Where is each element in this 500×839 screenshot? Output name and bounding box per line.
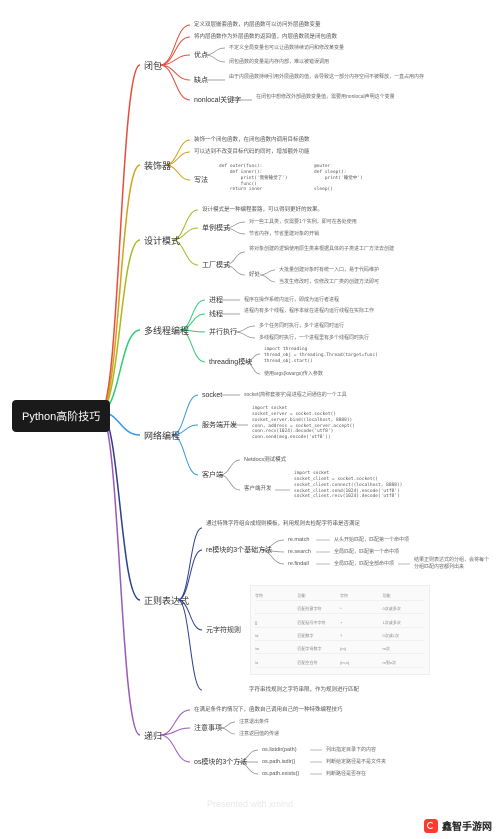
regex-table: 字符功能字符功能.匹配任意字符*0次或多次[]匹配括号中字符+1次或多次\d匹配… (250, 585, 430, 675)
design-singleton: 单例模式 (198, 223, 234, 235)
dec-syntax: 写法 (190, 175, 212, 187)
dec-code-right: @outer def sleep(): print('睡觉中') sleep() (310, 163, 367, 194)
closures-nonlocal1: 在闭包中想修改外部函数变量值，需要用nonlocal声明这个变量 (252, 93, 432, 102)
rec-n2: 注意返回值的传递 (235, 730, 283, 739)
th-code: import threading thread_obj = threading.… (260, 346, 382, 366)
th-t1: 进程内有多个线程，程序本就在进程内运行线程在实际工作 (240, 307, 440, 316)
rec-os: os模块的3个方法 (190, 757, 251, 769)
l1-recursion: 递归 (140, 729, 166, 744)
closures-adv1: 不定义全局变量也可以让函数持续访问和修改某变量 (225, 44, 348, 53)
net-socket: socket (198, 390, 226, 402)
l1-decorators: 装饰器 (140, 159, 175, 174)
th-module: threading模块 (205, 357, 256, 369)
closures-adv2: 闭包函数的变量是内存内部，难以被错误调用 (225, 58, 333, 67)
rec-o1d: 列出指定目录下的内容 (322, 746, 380, 755)
th-m1: 使用args(kwargs)传入参数 (260, 370, 327, 379)
regex-m3: re.findall (284, 560, 313, 570)
rec-o2: os.path.isdir() (258, 758, 299, 768)
regex-m2: re.search (284, 548, 315, 558)
design-f1: 将对象创建的逻辑使用原生类来根据具体的子类进工厂方法去创建 (245, 245, 445, 254)
brand-icon (424, 819, 438, 833)
net-client-method: Netdocs测试模式 (240, 456, 290, 466)
l1-regex: 正则表达式 (140, 594, 193, 609)
regex-m1: re.match (284, 536, 313, 546)
closures-nonlocal: nonlocal关键字 (190, 95, 245, 107)
rec-o2d: 判断给定路径是不是文件夹 (322, 758, 390, 767)
dec-d1: 装饰一个闭包函数，在闭包函数内调用目标函数 (190, 136, 314, 146)
regex-m1d: 从头开始匹配，匹配第一个命中项 (330, 536, 413, 545)
dec-code-left: def outer(func): def inner(): print('我要睡… (215, 163, 292, 194)
th-process: 进程 (205, 295, 227, 307)
closures-dis1: 由于内层函数持续引用外层函数的值，会导致这一部分内存空间不被释放，一直占用内存 (225, 73, 465, 82)
design-s2: 节省内存，节省重建对象的开销 (245, 230, 323, 239)
rec-o3d: 判断路径是否存在 (322, 770, 370, 779)
closures-adv: 优点 (190, 50, 212, 62)
closures-dis: 缺点 (190, 75, 212, 87)
rec-o3: os.path.exists() (258, 770, 303, 780)
site-brand: 鑫智手游网 (424, 818, 492, 833)
net-server-code: import socket socket_server = socket.soc… (248, 405, 359, 442)
root-node: Python高阶技巧 (12, 400, 110, 432)
th-pa1: 多个任务同时执行，多个进程同时运行 (255, 322, 348, 331)
l1-network: 网络编程 (140, 429, 184, 444)
regex-m3e: 结果正则表达式的分组，会将每个分组匹配内容都列出来 (410, 556, 495, 572)
th-thread: 线程 (205, 309, 227, 321)
rec-r1: 在满足条件的情况下，函数自己调用自己的一种特殊编程技巧 (190, 706, 347, 716)
regex-m2d: 全局匹配，匹配第一个命中项 (330, 548, 403, 557)
net-server: 服务端开发 (198, 420, 241, 432)
design-factory: 工厂模式 (198, 260, 234, 272)
design-p1: 设计模式是一种编程套路，可以得到更好的效果。 (198, 206, 327, 216)
th-p1: 程序在操作系统内运行，即成为运行者进程 (240, 296, 343, 305)
rec-n1: 注意退出条件 (235, 718, 273, 727)
brand-text: 鑫智手游网 (442, 822, 492, 833)
design-s1: 对一些工具类，仅需要1个实例，即可在各处使用 (245, 218, 361, 227)
closures-c2: 将内层函数作为外层函数的返回值，内层函数就是闭包函数 (190, 33, 341, 43)
closures-c1: 定义双层嵌套函数，内层函数可以访问外层函数变量 (190, 21, 325, 31)
regex-intro: 通过特殊字符组合成规则模板，利用规则去检配字符串是否满足 (202, 520, 422, 530)
net-s1: socket(简称套接字)是进程之间通信的一个工具 (240, 391, 351, 400)
design-benefits: 好处 (245, 271, 264, 281)
regex-group: 字符串找规则之字符串限，作为规则进行匹配 (245, 686, 363, 696)
net-client-dev: 客户端开发 (240, 485, 276, 495)
rec-notes: 注意事项 (190, 723, 226, 735)
th-parallel: 并行执行 (205, 327, 241, 339)
l1-threading: 多线程编程 (140, 324, 193, 339)
l1-closures: 闭包 (140, 59, 166, 74)
dec-d2: 可以达到不改变目标代码的同时，增加额外功能 (190, 148, 314, 158)
net-client: 客户端 (198, 470, 227, 482)
regex-m3d: 全局匹配，匹配全部命中项 (330, 560, 398, 569)
l1-design: 设计模式 (140, 234, 184, 249)
regex-methods: re模块的3个基础方法 (202, 545, 276, 557)
design-b1: 大批量创建对象时有统一入口，易于代码维护 (275, 266, 383, 275)
net-client-code: import socket socket_client = socket.soc… (290, 470, 406, 501)
design-b2: 当发生修改时，仅修改工厂类的创建方法即可 (275, 278, 383, 287)
th-pa2: 多线程同时执行，一个进程里有多个线程同时执行 (255, 334, 373, 343)
regex-metachars: 元字符规则 (202, 625, 245, 637)
rec-o1: os.listdir(path) (258, 746, 301, 756)
